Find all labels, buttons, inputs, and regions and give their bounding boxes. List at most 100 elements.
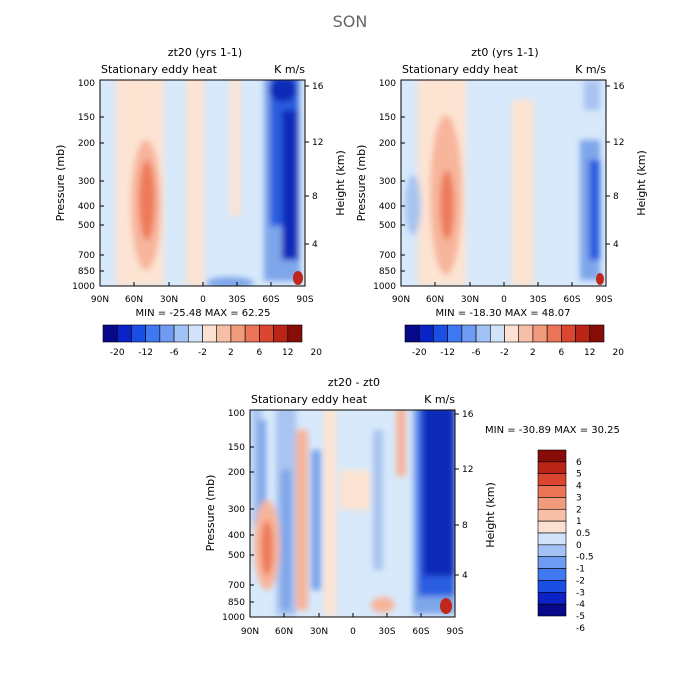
colorbar-swatch [537,461,567,475]
height-tick-label: 16 [462,410,474,420]
x-tick-label: 60N [275,627,293,637]
colorbar-swatch [433,324,448,343]
colorbar-swatch [532,324,548,343]
colorbar-swatch [404,324,420,343]
heatmap-field [401,80,606,286]
x-tick-label: 60N [426,295,444,305]
field-region [139,160,155,240]
colorbar-swatch [537,568,567,581]
colorbar-label: -6 [170,348,179,358]
field-max-spot [596,273,604,285]
colorbar-label: 1 [576,517,582,527]
y-tick-label: 300 [228,505,245,515]
colorbar-label: -6 [576,624,585,634]
colorbar-label: 6 [576,458,582,468]
colorbar-label: -1 [576,565,585,575]
height-tick-label: 4 [312,240,318,250]
x-tick-label: 30S [529,295,546,305]
colorbar-label: -2 [576,576,585,586]
colorbar-label: 20 [310,348,322,358]
y-tick-label: 400 [228,531,245,541]
field-region [258,420,266,510]
heatmap-field [100,80,305,286]
x-tick-label: 90N [91,295,109,305]
axes-ticks [400,79,610,287]
height-tick-label: 12 [462,465,473,475]
height-tick-label: 12 [613,138,624,148]
y-tick-label: 150 [379,113,396,123]
colorbar-label: 5 [576,470,582,480]
y-tick-label: 700 [228,581,245,591]
colorbar-swatch [537,603,567,617]
figure-title: SON [333,12,368,31]
height-tick-label: 8 [312,192,318,202]
stats-text: MIN = -18.30 MAX = 48.07 [436,308,571,319]
x-tick-label: 30N [310,627,328,637]
field-max-spot [440,598,452,614]
colorbar-swatch [537,591,567,605]
colorbar-label: 6 [256,348,262,358]
colorbar-label: 2 [530,348,536,358]
colorbar-label: 3 [576,493,582,503]
panel-subtitle-left: Stationary eddy heat [101,63,218,76]
colorbar-swatch [537,544,567,558]
colorbar-label: 6 [558,348,564,358]
field-region [261,520,273,576]
panel-subtitle-left: Stationary eddy heat [402,63,519,76]
y-tick-label: 300 [379,177,396,187]
colorbar-swatch [537,556,567,569]
y-tick-label: 200 [78,139,95,149]
colorbar-label: -5 [576,612,585,622]
y-tick-label: 200 [379,139,396,149]
colorbar-swatch [244,324,260,343]
colorbar-label: 0.5 [576,529,590,539]
x-tick-label: 30N [461,295,479,305]
colorbar-swatch [273,324,289,343]
colorbar-label: -4 [576,600,585,610]
y-tick-label: 700 [379,251,396,261]
y-tick-label: 500 [228,551,245,561]
colorbar-swatch [145,324,161,343]
field-max-spot [293,271,303,285]
colorbar-swatch [537,508,567,522]
x-tick-label: 30S [228,295,245,305]
colorbar: -20 -12 -6 -2 2 6 12 20 [102,324,322,358]
field-region [371,597,395,613]
x-tick-label: 60S [262,295,279,305]
colorbar-label: 2 [576,505,582,515]
colorbar-swatch [537,532,567,546]
field-region [311,450,321,590]
colorbar-swatch [102,324,118,343]
field-region [252,410,262,526]
x-tick-label: 90N [241,627,259,637]
x-tick-label: 60S [563,295,580,305]
x-tick-label: 90S [446,627,463,637]
field-region [396,410,406,476]
field-region [296,430,308,610]
colorbar-swatch [173,324,189,343]
y-tick-label: 100 [379,79,396,89]
x-tick-label: 30S [378,627,395,637]
y-tick-label: 300 [78,177,95,187]
field-region [512,100,534,286]
y-tick-label: 200 [228,468,245,478]
colorbar-swatch [116,324,132,343]
colorbar-swatch [575,324,591,343]
x-tick-label: 0 [350,627,356,637]
x-tick-label: 0 [200,295,206,305]
colorbar-swatch [537,520,567,534]
colorbar-label: -12 [440,348,455,358]
colorbar-swatch [447,324,463,343]
y-tick-label: 500 [379,221,396,231]
heatmap-field [250,410,455,617]
y-tick-label: 150 [78,113,95,123]
y-tick-label: 400 [379,202,396,212]
y-tick-label: 100 [78,79,95,89]
colorbar-swatch [475,324,491,343]
colorbar-label: -2 [198,348,207,358]
stats-text: MIN = -30.89 MAX = 30.25 [485,425,620,436]
colorbar-swatch [561,324,576,343]
colorbar-label: -20 [110,348,125,358]
panel-subtitle-right: K m/s [274,63,305,76]
colorbar-swatch [537,497,567,510]
